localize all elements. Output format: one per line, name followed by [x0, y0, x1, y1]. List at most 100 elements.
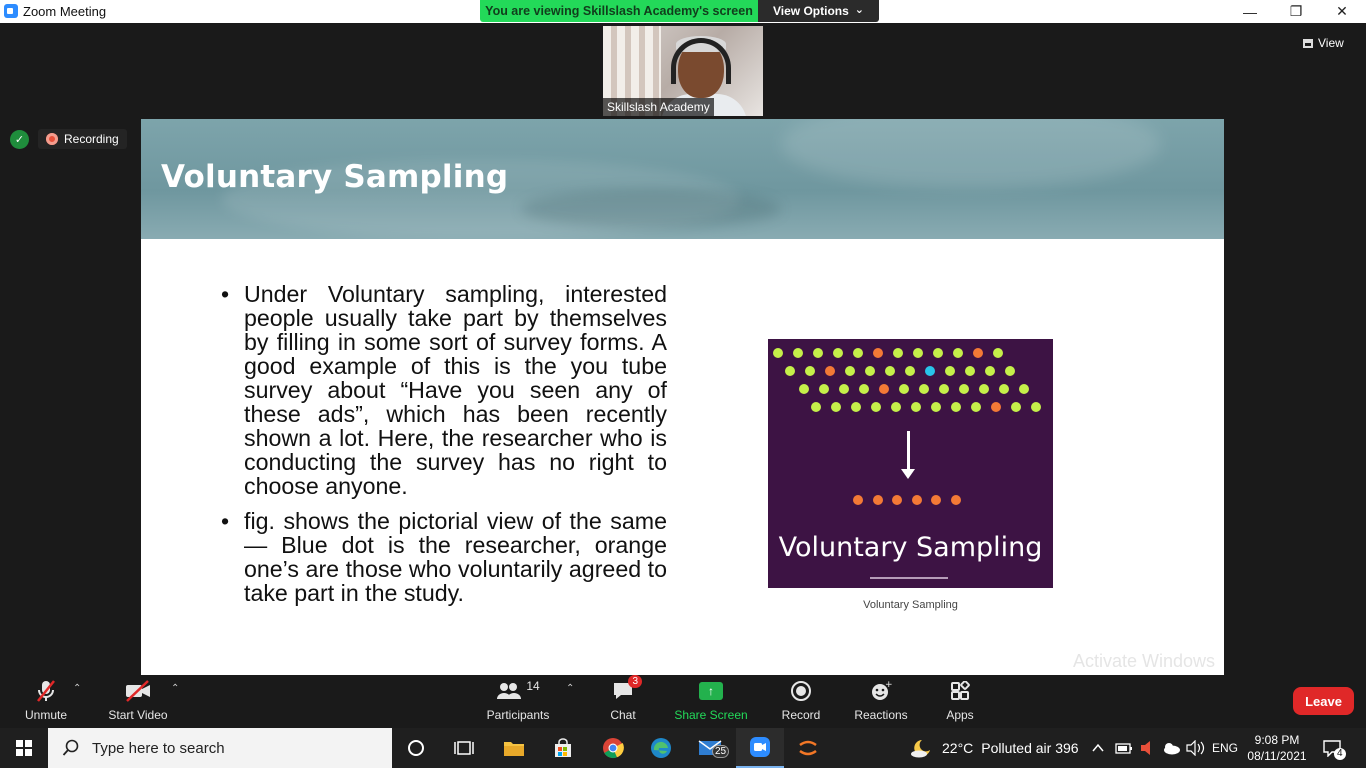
shared-slide: Voluntary Sampling Under Voluntary sampl… [141, 119, 1224, 675]
record-icon [791, 681, 811, 701]
sample-dot [973, 348, 983, 358]
language-indicator[interactable]: ENG [1212, 741, 1239, 755]
file-explorer-button[interactable] [490, 728, 538, 768]
search-icon [62, 739, 79, 756]
battery-icon [1115, 743, 1132, 754]
apps-label: Apps [946, 708, 974, 722]
bullet-item: fig. shows the pictorial view of the sam… [221, 509, 667, 605]
antivirus-tray-button[interactable] [1139, 728, 1153, 768]
mail-count-badge: 25 [712, 745, 730, 758]
onedrive-tray-button[interactable] [1161, 728, 1181, 768]
sample-dot [899, 384, 909, 394]
volume-tray-button[interactable] [1186, 728, 1206, 768]
store-bag-icon [555, 738, 571, 757]
record-button[interactable]: Record [779, 677, 823, 728]
video-options-caret-icon[interactable]: ⌃ [171, 683, 180, 694]
sample-dot [853, 348, 863, 358]
security-shield-icon[interactable]: ✓ [10, 130, 29, 149]
participants-caret-icon[interactable]: ⌃ [566, 683, 575, 694]
notifications-button[interactable]: 4 [1322, 728, 1346, 768]
task-view-button[interactable] [440, 728, 488, 768]
clock-time: 9:08 PM [1254, 733, 1300, 747]
sample-dot [951, 402, 961, 412]
sample-dot [945, 366, 955, 376]
view-button[interactable]: View [1303, 33, 1359, 53]
start-button[interactable] [0, 728, 48, 768]
sample-dot [919, 384, 929, 394]
sample-dot [845, 366, 855, 376]
chrome-button[interactable] [589, 728, 637, 768]
sample-dot [833, 348, 843, 358]
smiley-icon: + [870, 677, 892, 705]
task-view-icon [454, 741, 474, 755]
jupyter-icon [799, 740, 817, 756]
leave-button[interactable]: Leave [1293, 687, 1354, 715]
volunteer-dot [892, 495, 902, 505]
close-window-button[interactable]: ✕ [1336, 3, 1348, 19]
sample-dot [959, 384, 969, 394]
sample-dot [1031, 402, 1041, 412]
bullet-item: Under Voluntary sampling, interested peo… [221, 282, 667, 498]
taskbar-clock[interactable]: 9:08 PM 08/11/2021 [1242, 732, 1312, 764]
jupyter-button[interactable] [784, 728, 832, 768]
sample-dot [993, 348, 1003, 358]
cortana-button[interactable] [392, 728, 440, 768]
taskbar-search-box[interactable]: Type here to search [48, 728, 392, 768]
voluntary-sampling-figure: Voluntary Sampling [768, 339, 1053, 588]
recording-label: Recording [64, 132, 119, 146]
participant-video-tile[interactable]: Skillslash Academy [603, 26, 763, 116]
sample-dot [865, 366, 875, 376]
screen-share-banner: You are viewing Skillslash Academy's scr… [480, 0, 758, 22]
zoom-icon [750, 737, 770, 757]
sample-dot [785, 366, 795, 376]
recording-indicator[interactable]: Recording [38, 129, 127, 149]
recording-dot-icon [46, 133, 58, 145]
chevron-up-icon [1092, 743, 1104, 752]
figure-underline [870, 577, 948, 579]
share-screen-icon-wrap: ↑ [699, 677, 723, 705]
chat-icon: 3 [612, 675, 642, 705]
reactions-label: Reactions [854, 708, 908, 722]
chat-button[interactable]: 3 Chat [603, 675, 643, 728]
header-texture [521, 189, 781, 229]
microsoft-store-button[interactable] [539, 728, 587, 768]
battery-tray-button[interactable] [1115, 728, 1133, 768]
volunteer-dot [872, 495, 883, 505]
zoom-taskbar-button[interactable] [736, 728, 784, 768]
restore-button[interactable]: ❐ [1289, 3, 1303, 19]
sample-dot [965, 366, 975, 376]
edge-button[interactable] [637, 728, 685, 768]
speaker-red-icon [1141, 741, 1150, 755]
notification-icon [1323, 740, 1341, 757]
share-screen-button[interactable]: ↑ Share Screen [674, 677, 748, 728]
reactions-button[interactable]: + Reactions [853, 677, 909, 728]
mail-button[interactable]: 25 [686, 728, 734, 768]
apps-button[interactable]: Apps [942, 677, 978, 728]
header-texture [221, 159, 741, 239]
volunteer-dot [911, 495, 922, 505]
sample-dot [953, 348, 963, 358]
participants-count: 14 [526, 679, 540, 693]
view-options-button[interactable]: View Options ⌄ [758, 0, 879, 22]
start-video-button[interactable]: Start Video [106, 677, 170, 728]
weather-widget[interactable]: 22°C Polluted air 396 [910, 728, 1079, 768]
show-hidden-icons-button[interactable] [1092, 728, 1104, 768]
volume-icon [1186, 740, 1205, 756]
slide-title: Voluntary Sampling [161, 159, 509, 195]
sample-dot [971, 402, 981, 412]
sample-dot [873, 348, 883, 358]
chat-unread-badge: 3 [628, 675, 642, 688]
sample-dot [1005, 366, 1015, 376]
meeting-area: Skillslash Academy View ✓ Recording Volu… [0, 23, 1366, 690]
minimize-button[interactable]: — [1243, 3, 1257, 20]
sample-dot [773, 348, 783, 358]
sample-dot [825, 366, 835, 376]
figure-title: Voluntary Sampling [778, 532, 1043, 563]
sample-dot [793, 348, 803, 358]
unmute-button[interactable]: Unmute [22, 677, 70, 728]
audio-options-caret-icon[interactable]: ⌃ [73, 683, 82, 694]
svg-text:+: + [885, 680, 892, 690]
participants-button[interactable]: 14 Participants [484, 677, 552, 728]
sample-dot [891, 402, 901, 412]
sample-dot [879, 384, 889, 394]
